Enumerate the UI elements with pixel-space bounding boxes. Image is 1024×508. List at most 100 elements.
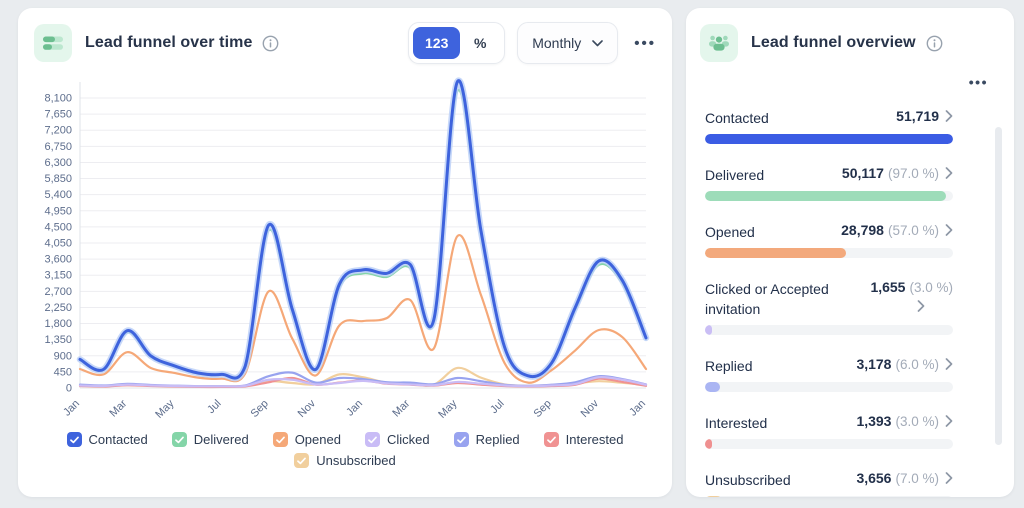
row-progress-fill: [705, 439, 713, 449]
svg-text:2,700: 2,700: [44, 286, 72, 298]
svg-text:Jan: Jan: [61, 398, 82, 419]
svg-text:2,250: 2,250: [44, 302, 72, 314]
row-progress-fill: [705, 496, 723, 497]
svg-text:Nov: Nov: [579, 397, 602, 420]
svg-text:Mar: Mar: [107, 397, 129, 419]
legend-checkbox-icon: [453, 432, 469, 447]
legend-item-unsubscribed[interactable]: Unsubscribed: [294, 453, 396, 468]
row-progress-fill: [705, 191, 946, 201]
row-percent: (3.0 %): [895, 413, 939, 429]
row-percent: (7.0 %): [895, 470, 939, 486]
info-icon[interactable]: [262, 35, 279, 52]
lead-funnel-over-time-card: Lead funnel over time 123 % Monthly ••• …: [18, 8, 672, 497]
funnel-row-opened[interactable]: Opened 28,798 (57.0 %): [705, 222, 953, 258]
row-progress-fill: [705, 134, 953, 144]
row-percent: (57.0 %): [887, 222, 939, 238]
legend-checkbox-icon: [543, 432, 559, 447]
row-label: Replied: [705, 358, 753, 374]
frequency-select[interactable]: Monthly: [517, 22, 619, 64]
legend-item-delivered[interactable]: Delivered: [171, 432, 249, 447]
legend-label: Clicked: [386, 432, 430, 447]
more-options-icon[interactable]: •••: [968, 74, 988, 90]
legend-label: Replied: [475, 432, 520, 447]
funnel-row-unsubscribed[interactable]: Unsubscribed 3,656 (7.0 %): [705, 470, 953, 497]
row-progress-track: [705, 439, 953, 449]
chevron-right-icon: [945, 167, 953, 179]
svg-text:3,600: 3,600: [44, 254, 72, 266]
funnel-row-replied[interactable]: Replied 3,178 (6.0 %): [705, 356, 953, 392]
funnel-bars-icon: [34, 24, 72, 62]
svg-text:3,150: 3,150: [44, 270, 72, 282]
svg-text:5,400: 5,400: [44, 189, 72, 201]
row-percent: (3.0 %): [909, 279, 953, 295]
svg-text:8,100: 8,100: [44, 93, 72, 105]
legend-checkbox-icon: [272, 432, 288, 447]
lead-funnel-overview-card: Lead funnel overview ••• Contacted 51,71…: [686, 8, 1014, 497]
row-progress-fill: [705, 248, 847, 258]
row-progress-track: [705, 325, 953, 335]
right-card-title: Lead funnel overview: [751, 34, 916, 51]
legend-item-contacted[interactable]: Contacted: [66, 432, 148, 447]
svg-text:May: May: [436, 397, 460, 421]
svg-text:Nov: Nov: [296, 397, 319, 420]
chevron-right-icon: [945, 358, 953, 370]
funnel-rows: Contacted 51,719 Delivered 50,117 (97.0 %…: [705, 108, 953, 497]
row-value: 3,656: [856, 470, 892, 486]
funnel-row-clicked-or-accepted-invitation[interactable]: Clicked or Accepted invitation 1,655 (3.0…: [705, 279, 953, 335]
chevron-right-icon: [917, 300, 925, 312]
percent-mode-button[interactable]: %: [473, 35, 487, 51]
row-value: 3,178: [856, 356, 892, 372]
info-icon[interactable]: [926, 35, 943, 52]
chevron-right-icon: [945, 224, 953, 236]
legend-label: Unsubscribed: [316, 453, 396, 468]
value-mode-toggle: 123 %: [408, 22, 506, 64]
row-percent: (6.0 %): [895, 356, 939, 372]
svg-text:Jan: Jan: [627, 398, 648, 419]
funnel-row-contacted[interactable]: Contacted 51,719: [705, 108, 953, 144]
funnel-row-delivered[interactable]: Delivered 50,117 (97.0 %): [705, 165, 953, 201]
chart-legend: Contacted Delivered Opened Clicked Repli…: [18, 432, 672, 468]
lead-funnel-chart[interactable]: 0 450 900 1,350 1,800 2,250 2,700 3,150 3,600 4,0…: [34, 74, 656, 426]
svg-text:Sep: Sep: [248, 398, 270, 420]
svg-text:Jul: Jul: [488, 398, 506, 416]
svg-text:450: 450: [54, 366, 72, 378]
numeric-mode-button[interactable]: 123: [413, 27, 461, 59]
svg-text:7,650: 7,650: [44, 109, 72, 121]
legend-item-replied[interactable]: Replied: [453, 432, 520, 447]
row-label: Unsubscribed: [705, 472, 791, 488]
row-progress-fill: [705, 382, 720, 392]
svg-text:1,800: 1,800: [44, 318, 72, 330]
svg-text:4,500: 4,500: [44, 221, 72, 233]
row-percent: (97.0 %): [887, 165, 939, 181]
svg-text:4,950: 4,950: [44, 205, 72, 217]
svg-text:6,300: 6,300: [44, 157, 72, 169]
legend-item-clicked[interactable]: Clicked: [364, 432, 430, 447]
row-label: Opened: [705, 224, 755, 240]
more-options-icon[interactable]: •••: [634, 34, 656, 52]
svg-text:0: 0: [66, 383, 72, 395]
chevron-right-icon: [945, 110, 953, 122]
svg-text:4,050: 4,050: [44, 238, 72, 250]
frequency-select-value: Monthly: [532, 35, 582, 51]
chevron-right-icon: [945, 472, 953, 484]
svg-text:1,350: 1,350: [44, 334, 72, 346]
svg-text:Mar: Mar: [390, 397, 412, 419]
legend-item-opened[interactable]: Opened: [272, 432, 341, 447]
svg-text:6,750: 6,750: [44, 141, 72, 153]
vertical-scrollbar-thumb[interactable]: [995, 127, 1002, 445]
row-progress-track: [705, 496, 953, 497]
row-value: 51,719: [896, 108, 939, 124]
row-value: 50,117: [841, 165, 884, 181]
row-progress-fill: [705, 325, 713, 335]
row-label: Interested: [705, 415, 768, 431]
row-progress-track: [705, 382, 953, 392]
svg-text:5,850: 5,850: [44, 173, 72, 185]
legend-item-interested[interactable]: Interested: [543, 432, 624, 447]
row-label: Contacted: [705, 110, 769, 126]
svg-text:May: May: [153, 397, 177, 421]
row-progress-track: [705, 134, 953, 144]
svg-text:7,200: 7,200: [44, 125, 72, 137]
funnel-row-interested[interactable]: Interested 1,393 (3.0 %): [705, 413, 953, 449]
legend-checkbox-icon: [171, 432, 187, 447]
legend-label: Opened: [294, 432, 341, 447]
